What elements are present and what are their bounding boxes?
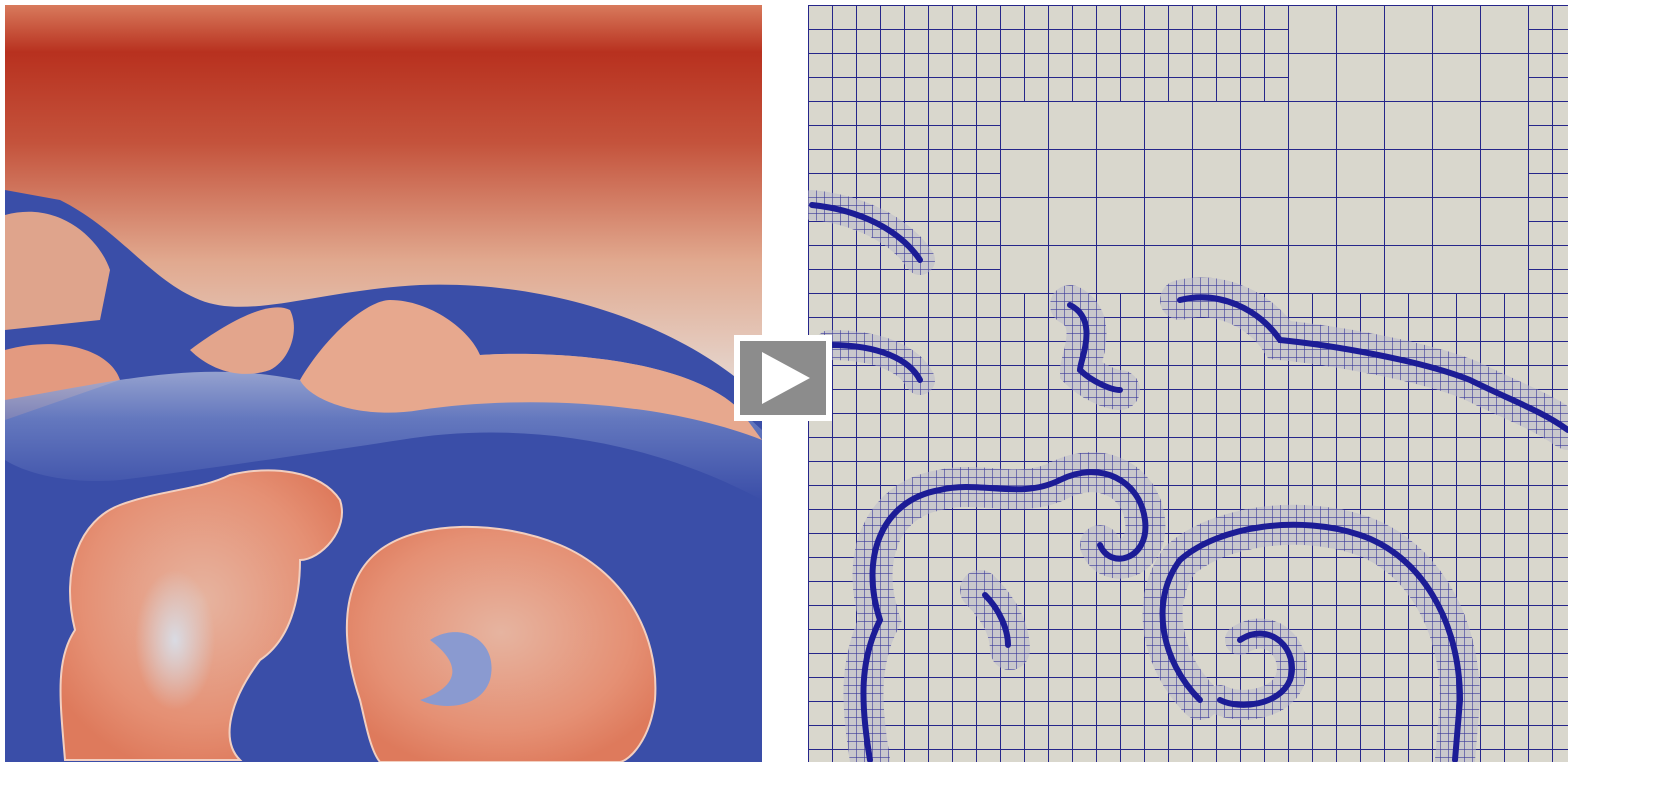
- mesh-coarse: [1000, 101, 1528, 293]
- mesh-panel: [808, 5, 1568, 762]
- field-panel: [5, 5, 762, 762]
- left-blob-core: [135, 570, 215, 710]
- page-body: (() => { const data = JSON.parse(documen…: [0, 0, 1663, 809]
- video-thumbnail: [0, 0, 1663, 809]
- play-button[interactable]: [737, 338, 829, 418]
- page: {} html, body { margin: 0; padding: 0; b…: [0, 0, 1663, 809]
- mesh-coarse-top: [1288, 5, 1528, 101]
